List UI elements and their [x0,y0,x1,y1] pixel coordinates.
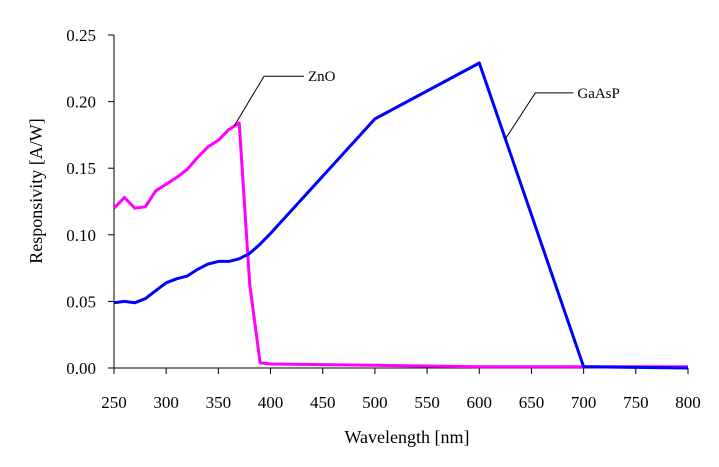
y-tick-label: 0.00 [66,359,96,378]
x-tick-label: 550 [414,393,440,412]
x-tick-label: 350 [206,393,232,412]
x-tick-label: 500 [362,393,388,412]
y-axis-ticks: 0.00 0.05 0.10 0.15 0.20 0.25 [66,26,114,378]
annotation-layer: ZnO GaAsP [233,69,620,140]
series-label-gaasp: GaAsP [577,86,620,102]
x-tick-label: 300 [153,393,179,412]
y-tick-label: 0.10 [66,226,96,245]
y-tick-label: 0.05 [66,292,96,311]
series-label-zno: ZnO [308,69,336,85]
annotation-leader-zno [233,75,305,127]
series-line-gaasp [113,61,689,370]
x-tick-label: 600 [467,393,493,412]
series-line-zno [112,121,688,369]
x-tick-label: 750 [623,393,649,412]
y-axis-title: Responsivity [A/W] [26,118,46,264]
x-tick-label: 650 [519,393,545,412]
x-axis-title: Wavelength [nm] [344,427,469,447]
y-tick-label: 0.25 [66,26,96,45]
x-tick-label: 450 [310,393,336,412]
series-layer [112,61,689,370]
x-tick-label: 250 [101,393,127,412]
y-tick-label: 0.20 [66,93,96,112]
x-tick-label: 700 [571,393,597,412]
y-tick-label: 0.15 [66,159,96,178]
x-tick-label: 400 [258,393,284,412]
annotation-leader-gaasp [504,92,574,140]
x-tick-label: 800 [675,393,701,412]
x-axis-ticks: 250 300 350 400 450 500 550 600 650 700 750 800 [101,368,701,412]
